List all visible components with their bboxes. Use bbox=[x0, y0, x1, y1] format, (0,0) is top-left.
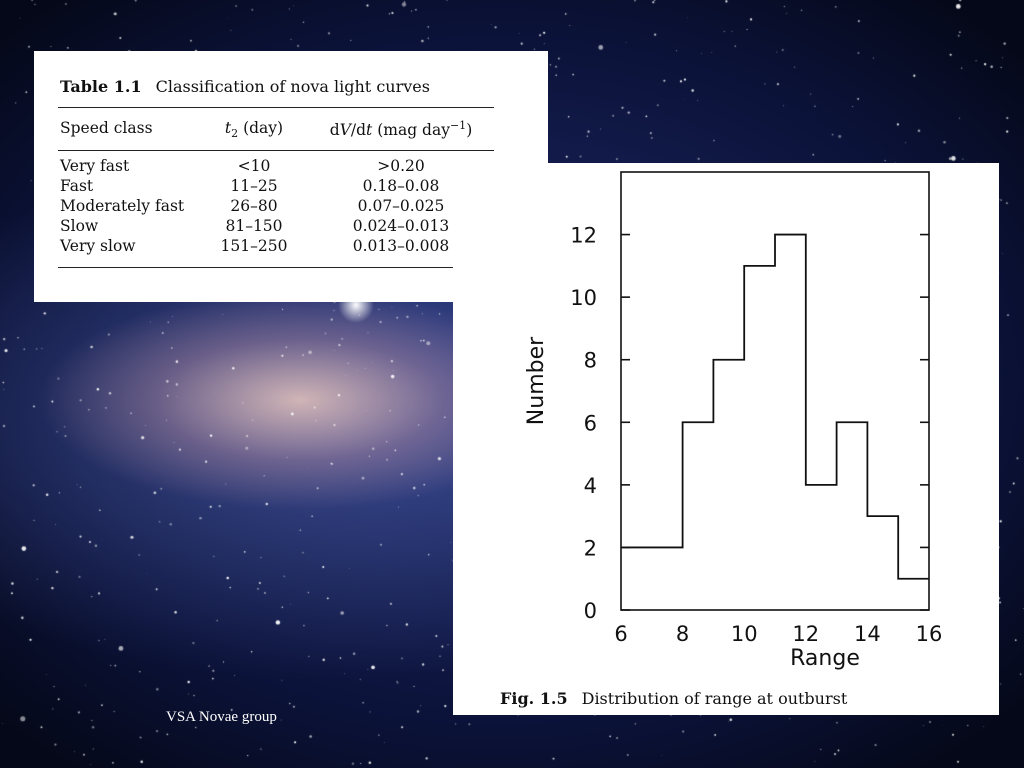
figure-caption-text: Distribution of range at outburst bbox=[581, 689, 848, 708]
table-top-rule bbox=[58, 107, 494, 108]
histogram-bin bbox=[837, 422, 868, 610]
table-cell-dvdt: 0.18–0.08 bbox=[362, 177, 440, 195]
header-speed-class: Speed class bbox=[60, 119, 153, 137]
y-tick-label: 12 bbox=[570, 224, 597, 248]
table-label: Table 1.1 bbox=[60, 77, 142, 96]
figure-caption: Fig. 1.5 Distribution of range at outburs… bbox=[500, 689, 847, 708]
y-axis-label: Number bbox=[524, 336, 549, 425]
histogram-bin bbox=[867, 516, 898, 610]
table-cell-t2: 151–250 bbox=[220, 237, 288, 255]
histogram-bin bbox=[806, 485, 837, 610]
histogram-bin bbox=[713, 360, 744, 610]
y-tick-label: 4 bbox=[584, 474, 597, 498]
histogram-bin bbox=[683, 422, 714, 610]
x-tick-label: 8 bbox=[676, 622, 689, 646]
table-cell-speed-class: Very slow bbox=[60, 237, 136, 255]
figure-label: Fig. 1.5 bbox=[500, 689, 568, 708]
x-tick-label: 12 bbox=[792, 622, 819, 646]
table-cell-t2: 81–150 bbox=[225, 217, 283, 235]
histogram-bin bbox=[652, 547, 683, 610]
histogram-bin bbox=[744, 266, 775, 610]
figure-panel: 0 2 4 6 8 10 12 6 8 10 12 14 16 Range Number Fig. 1… bbox=[453, 163, 999, 715]
y-tick-label: 8 bbox=[584, 349, 597, 373]
y-tick-label: 6 bbox=[584, 411, 597, 435]
table-cell-t2: 11–25 bbox=[230, 177, 278, 195]
histogram-chart: 0 2 4 6 8 10 12 6 8 10 12 14 16 Range Number bbox=[524, 171, 943, 671]
table-cell-dvdt: 0.024–0.013 bbox=[352, 217, 450, 235]
table-cell-speed-class: Slow bbox=[60, 217, 99, 235]
histogram-bin bbox=[898, 579, 929, 610]
y-tick-label: 10 bbox=[570, 286, 597, 310]
histogram-bin bbox=[621, 547, 652, 610]
table-cell-speed-class: Fast bbox=[60, 177, 94, 195]
table-cell-dvdt: 0.07–0.025 bbox=[357, 197, 445, 215]
x-tick-label: 16 bbox=[916, 622, 943, 646]
x-tick-label: 10 bbox=[731, 622, 758, 646]
header-dvdt: dV/dt (mag day−1) bbox=[329, 119, 473, 140]
x-tick-label: 14 bbox=[854, 622, 881, 646]
footer-note: VSA Novae group bbox=[166, 709, 277, 725]
table-cell-t2: <10 bbox=[237, 157, 271, 175]
x-tick-label: 6 bbox=[614, 622, 627, 646]
table-caption: Table 1.1 Classification of nova light cu… bbox=[60, 77, 430, 96]
table-bottom-rule bbox=[58, 267, 494, 268]
histogram-bin bbox=[775, 235, 806, 610]
y-tick-label: 2 bbox=[584, 536, 597, 560]
table-header-rule bbox=[58, 150, 494, 151]
x-axis-label: Range bbox=[790, 646, 860, 671]
table-title: Classification of nova light curves bbox=[155, 77, 430, 96]
histogram-step-line bbox=[621, 233, 929, 580]
table-cell-dvdt: 0.013–0.008 bbox=[352, 237, 450, 255]
table-cell-dvdt: >0.20 bbox=[377, 157, 425, 175]
table-cell-speed-class: Very fast bbox=[60, 157, 130, 175]
y-tick-label: 0 bbox=[584, 599, 597, 623]
plot-frame bbox=[620, 171, 930, 611]
table-cell-speed-class: Moderately fast bbox=[60, 197, 185, 215]
table-cell-t2: 26–80 bbox=[230, 197, 278, 215]
header-t2: t2 (day) bbox=[224, 119, 284, 141]
